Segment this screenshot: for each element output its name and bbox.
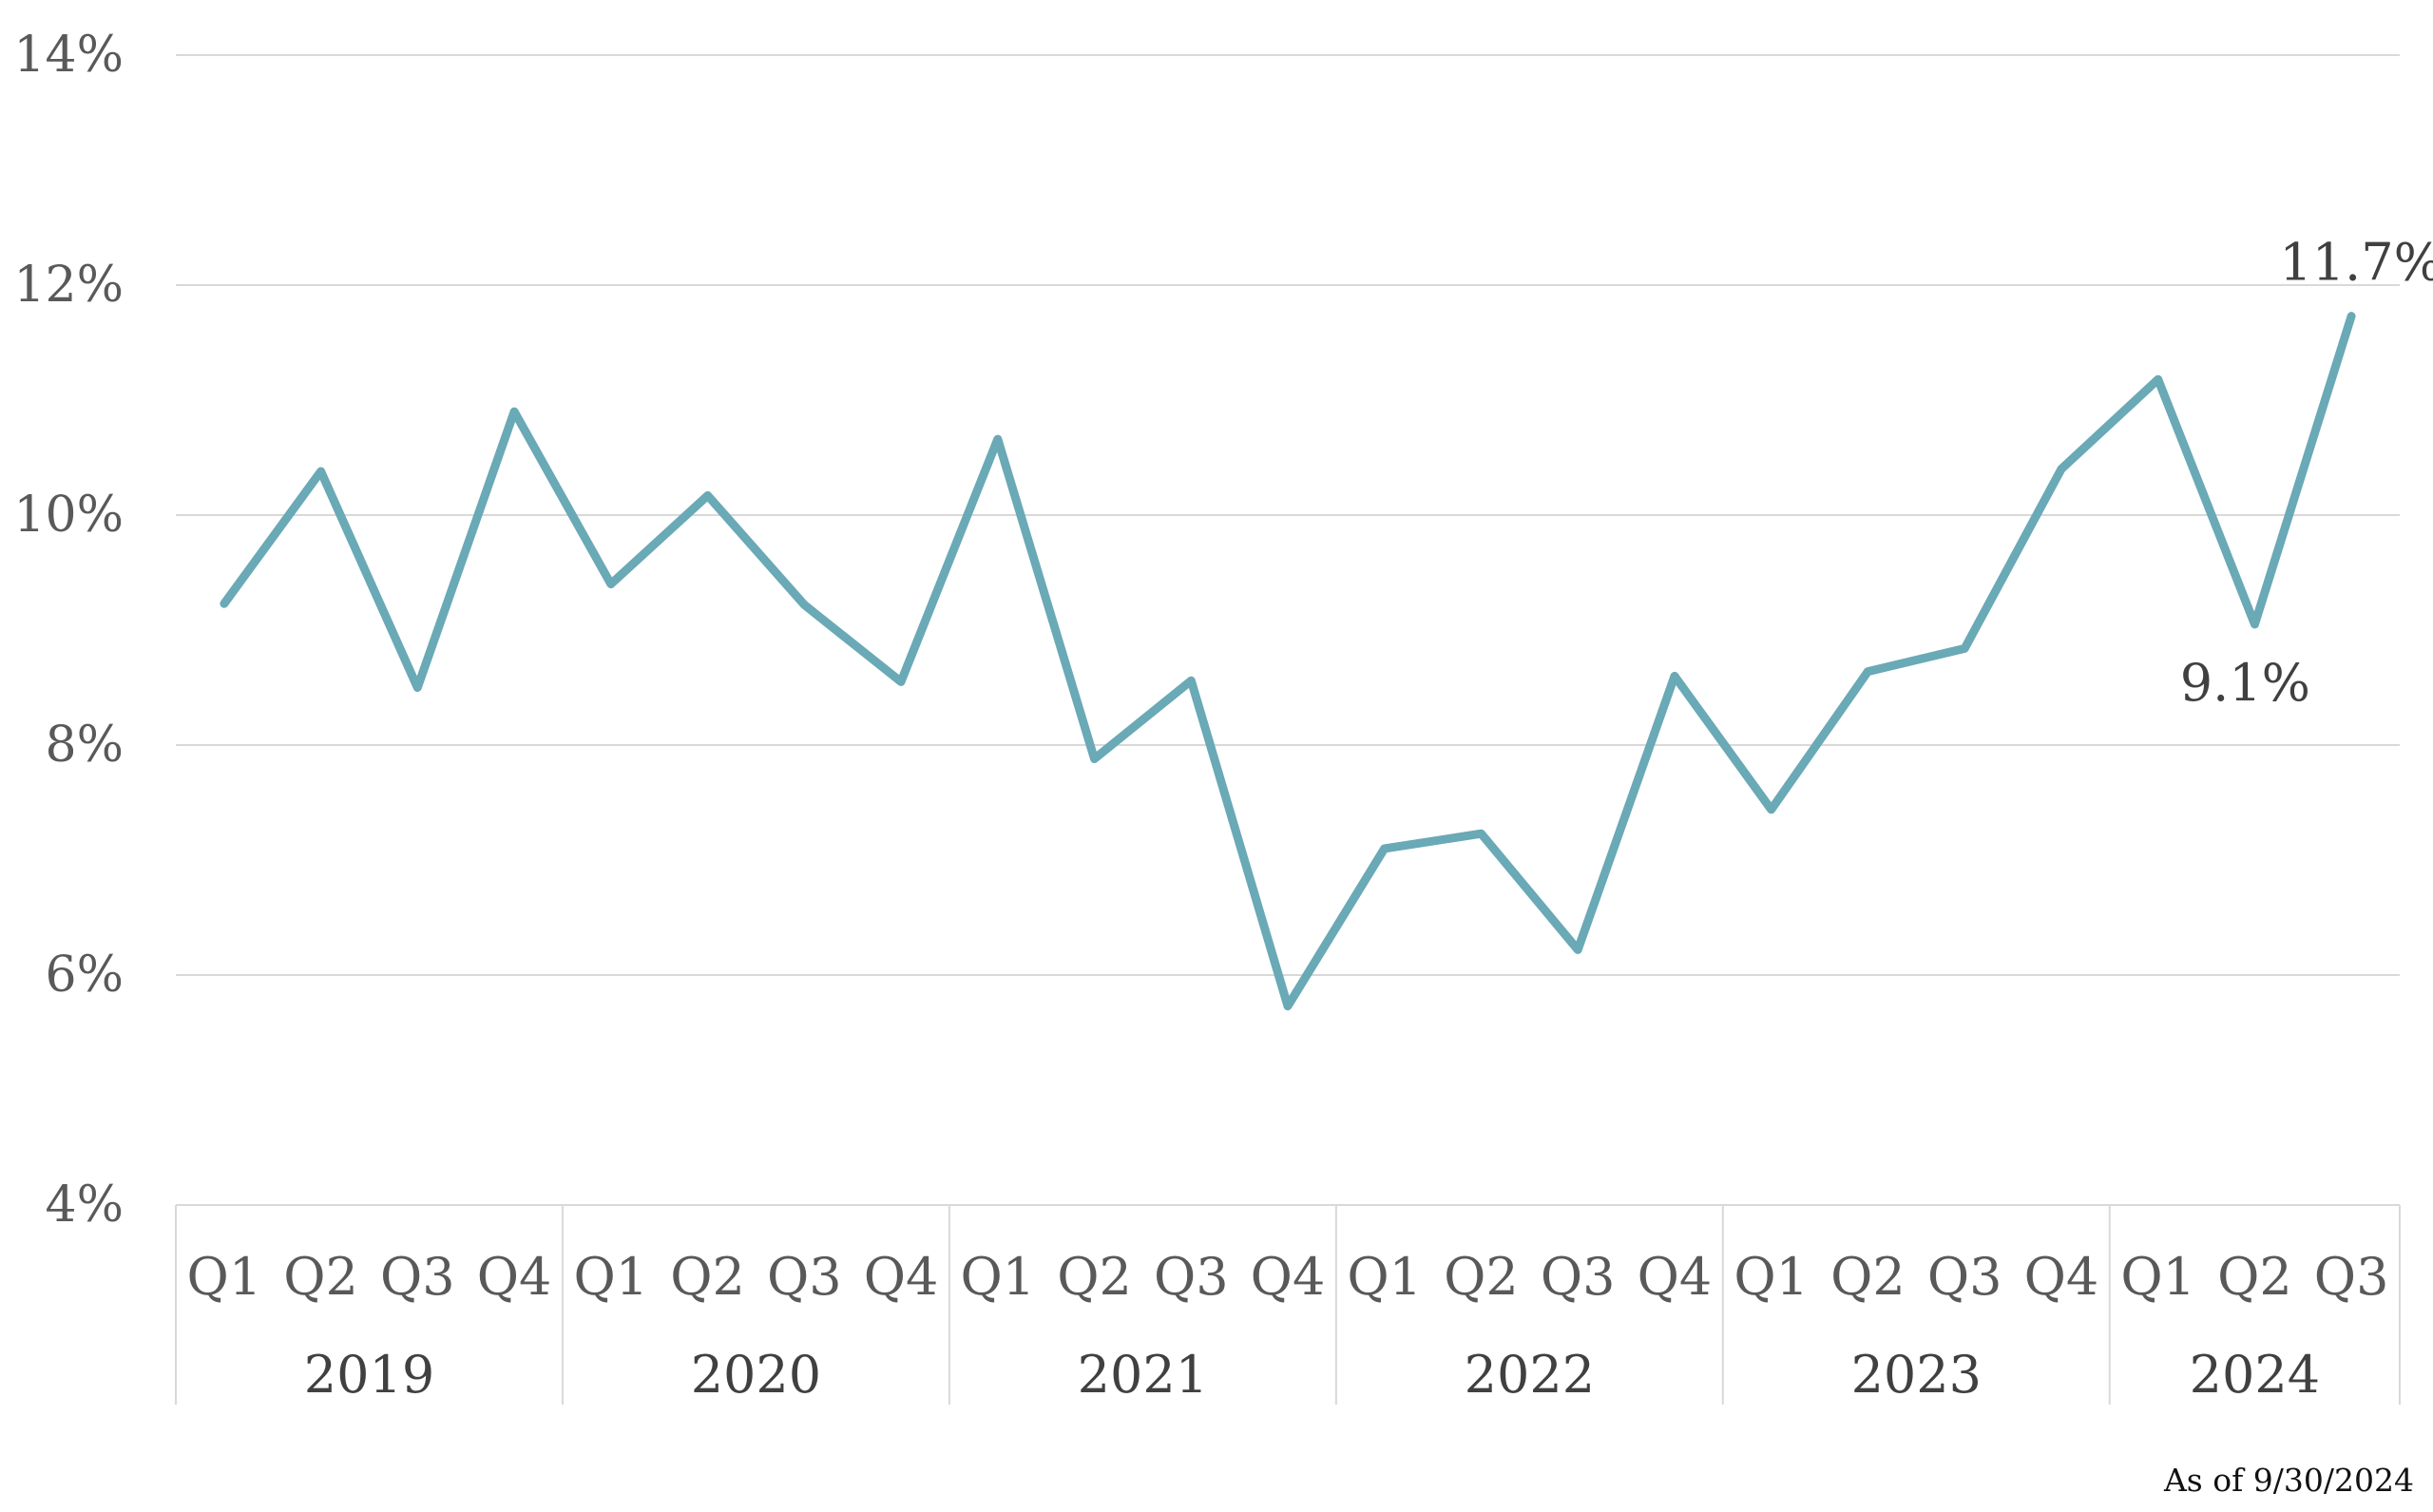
quarter-label: Q1 [960,1247,1035,1307]
data-label: 11.7% [2279,233,2433,293]
quarter-label: Q2 [2217,1247,2292,1307]
quarter-label: Q4 [1638,1247,1713,1307]
quarter-label: Q3 [1154,1247,1229,1307]
data-labels: 11.7% 9.1% [2180,233,2433,713]
y-tick-label: 12% [13,257,124,314]
quarter-label: Q3 [767,1247,842,1307]
y-axis: 4% 6% 8% 10% 12% 14% [13,27,124,1234]
quarter-label: Q4 [864,1247,939,1307]
quarter-label: Q1 [1347,1247,1422,1307]
y-tick-label: 8% [46,717,125,774]
y-tick-label: 6% [46,947,125,1004]
data-label: 9.1% [2180,653,2310,713]
quarter-label: Q1 [2120,1247,2195,1307]
gridlines [176,54,2400,976]
quarter-label: Q1 [574,1247,649,1307]
y-tick-label: 10% [13,487,124,544]
y-tick-label: 14% [13,27,124,84]
quarter-label: Q3 [2314,1247,2389,1307]
as-of-footnote: As of 9/30/2024 [2163,1462,2414,1499]
year-label: 2021 [1078,1345,1208,1405]
year-label: 2019 [304,1345,434,1405]
quarter-label: Q2 [1830,1247,1906,1307]
quarter-label: Q4 [2024,1247,2099,1307]
quarter-label: Q1 [1734,1247,1809,1307]
quarter-label: Q2 [1444,1247,1519,1307]
data-series [220,312,2356,1011]
quarter-label: Q3 [1927,1247,2002,1307]
quarter-label: Q3 [1541,1247,1616,1307]
year-label: 2020 [691,1345,821,1405]
quarter-label: Q2 [1057,1247,1132,1307]
y-tick-label: 4% [46,1177,125,1234]
quarter-label: Q4 [1251,1247,1326,1307]
quarter-label: Q1 [187,1247,262,1307]
series-line [220,312,2356,1011]
quarter-label: Q2 [670,1247,745,1307]
x-axis: 2019 2020 2021 2022 2023 2024 Q1 Q2 Q3 Q4 Q1 Q2 Q3 Q4… [175,1204,2401,1405]
year-label: 2022 [1465,1345,1595,1405]
year-label: 2024 [2190,1345,2320,1405]
year-label: 2023 [1851,1345,1982,1405]
quarter-label: Q2 [283,1247,358,1307]
quarter-label: Q4 [477,1247,552,1307]
quarter-label: Q3 [380,1247,455,1307]
